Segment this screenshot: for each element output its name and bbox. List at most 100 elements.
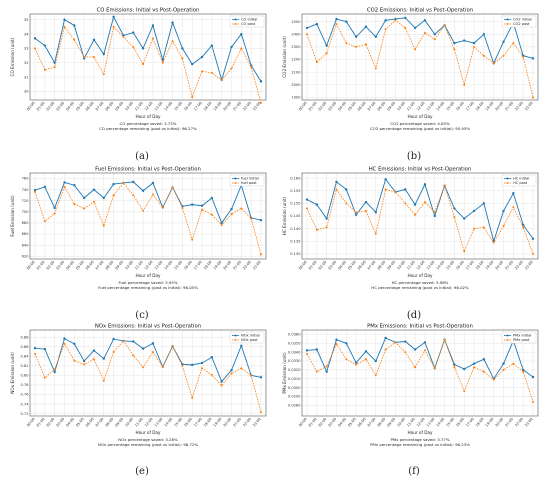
data-point-post [151,193,154,196]
data-point-post [384,188,387,191]
data-point-initial [210,44,214,47]
x-tick-label: 18:00 [475,417,485,428]
data-point-initial [112,182,115,186]
data-point-post [453,366,456,369]
x-tick-label: 16:00 [455,417,465,428]
data-point-post [315,228,318,231]
y-axis-label: Fuel Emission (unit) [10,195,15,237]
data-point-initial [502,209,505,213]
x-tick-label: 20:00 [223,101,233,112]
x-tick-label: 15:00 [173,260,183,271]
x-tick-label: 15:00 [445,101,455,112]
data-point-initial [472,209,476,213]
data-point-initial [132,340,135,343]
data-point-post [102,224,105,227]
data-point-initial [73,184,76,187]
x-tick-label: 09:00 [114,260,124,271]
y-tick-label: 620 [22,254,30,258]
x-tick-label: 08:00 [377,260,387,271]
data-point-post [34,352,36,355]
data-point-post [364,43,367,46]
x-tick-label: 20:00 [495,260,505,271]
chart-svg: CO2 Emissions: Initial vs Post-Operation… [282,8,539,131]
data-point-initial [374,359,377,363]
y-tick-label: 0.140 [290,227,301,231]
data-point-initial [335,180,338,184]
chart-panel-b: CO2 Emissions: Initial vs Post-Operation… [280,6,548,162]
data-point-initial [171,21,174,24]
data-point-initial [259,376,263,379]
y-tick-label: 0.0360 [288,333,301,337]
data-point-post [502,368,505,371]
x-tick-label: 03:00 [56,101,66,112]
x-tick-label: 13:00 [426,417,436,428]
y-tick-label: 33 [24,47,29,51]
data-point-initial [141,347,145,350]
x-tick-label: 09:00 [114,101,124,112]
data-point-post [325,226,328,229]
subfigure-caption: (f) [408,466,420,477]
data-point-initial [531,375,535,379]
data-point-initial [325,217,328,220]
data-point-post [492,241,495,244]
data-point-initial [315,348,319,351]
y-tick-label: 1900 [291,96,301,100]
legend-label: HC post [513,181,528,185]
y-tick-label: 700 [22,210,30,214]
x-tick-label: 12:00 [144,101,154,112]
x-tick-label: 02:00 [318,101,328,112]
x-tick-label: 03:00 [56,260,66,271]
data-point-initial [364,25,368,28]
x-tick-label: 20:00 [223,260,233,271]
x-tick-label: 11:00 [406,260,416,271]
x-tick-label: 23:00 [524,101,534,112]
x-tick-label: 10:00 [396,101,406,112]
data-point-initial [200,204,204,207]
x-tick-label: 16:00 [183,101,193,112]
chart-title: PMx Emissions: Initial vs Post-Operation [367,324,473,330]
data-point-initial [200,55,204,59]
data-point-post [191,238,194,241]
x-tick-label: 01:00 [308,260,318,271]
x-tick-label: 15:00 [173,417,183,428]
x-tick-label: 12:00 [144,417,154,428]
data-point-initial [210,356,214,359]
x-tick-label: 13:00 [154,260,164,271]
data-point-post [230,213,233,216]
data-point-post [73,38,76,41]
x-tick-label: 03:00 [328,101,338,112]
x-tick-label: 18:00 [475,101,485,112]
percentage-note: NOx percentage remaining (post vs initia… [98,442,198,447]
data-point-initial [63,337,66,340]
legend-label: PMx initial [513,334,531,338]
x-tick-label: 07:00 [367,260,377,271]
x-tick-label: 17:00 [193,260,203,271]
data-point-post [404,26,407,29]
data-point-initial [354,361,358,365]
data-point-post [201,208,204,211]
y-tick-label: 35 [24,18,29,22]
legend-box [501,174,537,187]
x-tick-label: 08:00 [105,101,115,112]
data-point-initial [43,44,47,47]
x-tick-label: 19:00 [485,101,495,112]
data-point-post [453,48,456,51]
subfigure-caption: (c) [135,310,149,321]
data-point-post [73,203,76,206]
data-point-post [482,370,485,373]
x-tick-label: 22:00 [242,417,252,428]
data-point-post [171,186,174,189]
x-tick-label: 12:00 [416,260,426,271]
data-point-initial [161,58,164,62]
data-point-post [502,54,505,57]
x-tick-label: 11:00 [406,101,416,112]
data-point-post [315,370,318,373]
y-tick-label: 0.76 [20,393,29,397]
y-tick-label: 640 [22,243,30,247]
data-point-post [161,206,164,209]
data-point-post [83,363,86,366]
data-point-post [384,28,387,31]
data-point-initial [354,35,358,38]
data-point-post [502,225,505,228]
y-axis-label: NOx Emission (unit) [10,352,15,394]
